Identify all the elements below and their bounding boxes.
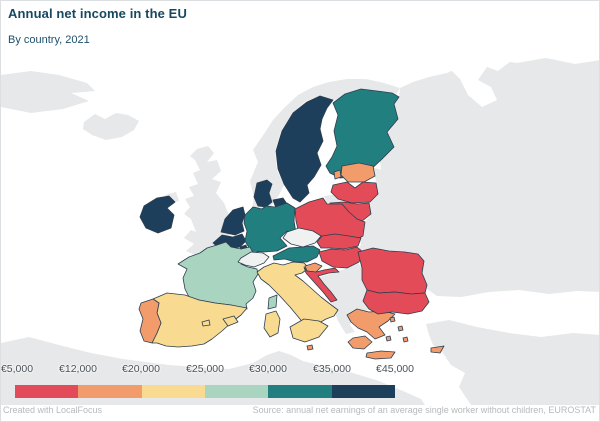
- white-sea: [449, 56, 511, 107]
- country-latvia: [330, 181, 379, 204]
- island-mallorca: [222, 315, 239, 327]
- page-subtitle: By country, 2021: [8, 34, 90, 46]
- country-czechia: [282, 227, 322, 248]
- islands-aegean-2: [397, 325, 404, 332]
- islands-aegean-1: [389, 316, 396, 323]
- legend-label-3: €20,000: [122, 363, 160, 375]
- country-bulgaria: [362, 289, 430, 315]
- legend-swatch-band-2: [78, 385, 142, 398]
- country-greece: [346, 308, 396, 340]
- country-greenland-edge: [1, 71, 95, 113]
- island-ibiza: [201, 319, 211, 327]
- country-slovakia: [316, 233, 362, 250]
- country-italy: [256, 261, 339, 333]
- country-finland: [325, 88, 400, 179]
- country-germany: [243, 202, 297, 253]
- region-russia-belarus-ukraine: [358, 58, 599, 297]
- island-sardinia: [263, 310, 281, 338]
- islands-aegean-4: [402, 336, 409, 343]
- legend-color-bar: [15, 385, 395, 398]
- island-corsica: [267, 294, 278, 310]
- island-sicily: [289, 318, 329, 343]
- country-sweden: [275, 95, 334, 203]
- country-austria: [272, 245, 321, 263]
- country-portugal: [138, 298, 162, 344]
- islands-aegean-3: [385, 335, 392, 342]
- legend-swatch-band-3: [141, 385, 205, 398]
- country-estonia: [340, 162, 376, 183]
- region-peloponnese: [347, 335, 373, 350]
- country-switzerland: [237, 251, 270, 268]
- islands-estonia: [333, 169, 342, 180]
- legend-swatch-band-4: [204, 385, 269, 398]
- footer-source: Source: annual net earnings of an averag…: [252, 405, 596, 415]
- legend-label-4: €25,000: [186, 363, 224, 375]
- country-malta: [306, 344, 314, 351]
- country-ireland: [139, 195, 176, 234]
- country-croatia: [303, 266, 340, 303]
- legend-label-7: €45,000: [376, 363, 414, 375]
- legend-swatch-band-5: [268, 385, 332, 398]
- country-denmark: [253, 179, 273, 208]
- country-iceland: [83, 113, 139, 140]
- legend-label-2: €12,000: [59, 363, 97, 375]
- legend-label-6: €35,000: [313, 363, 351, 375]
- country-united-kingdom: [184, 146, 233, 255]
- legend-swatch-band-6: [331, 385, 395, 398]
- footer-credit: Created with LocalFocus: [3, 405, 103, 415]
- island-crete: [365, 350, 396, 360]
- legend-swatch-band-1: [15, 385, 79, 398]
- country-turkey: [426, 320, 599, 405]
- country-norway: [250, 79, 400, 232]
- legend-label-5: €30,000: [249, 363, 287, 375]
- page-title: Annual net income in the EU: [8, 6, 187, 21]
- country-cyprus: [430, 345, 445, 354]
- region-western-balkans: [319, 263, 369, 334]
- country-romania: [357, 247, 428, 295]
- legend-label-1: €5,000: [0, 363, 34, 375]
